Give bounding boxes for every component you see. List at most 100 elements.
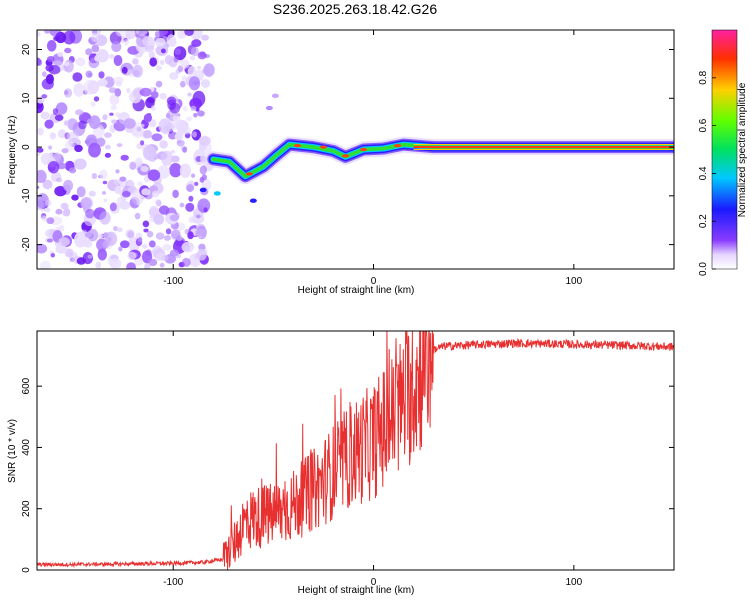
noise-blob xyxy=(180,80,186,88)
noise-blob xyxy=(50,253,55,258)
noise-blob xyxy=(160,48,166,54)
noise-blob xyxy=(58,225,65,232)
noise-blob xyxy=(80,197,92,210)
noise-blob xyxy=(177,30,187,39)
signal-hot-spot xyxy=(293,143,301,148)
noise-blob xyxy=(37,185,40,189)
noise-blob xyxy=(98,233,103,240)
bottom-x-axis: -100 0 100 xyxy=(163,331,583,588)
signal-hot-spot xyxy=(360,147,368,152)
noise-blob xyxy=(105,144,111,150)
noise-blob xyxy=(201,34,210,41)
noise-blob xyxy=(41,215,47,222)
noise-blob xyxy=(135,30,148,36)
noise-blob xyxy=(109,54,115,59)
noise-blob xyxy=(58,188,64,193)
noise-blob xyxy=(64,61,70,67)
noise-blob xyxy=(90,101,96,107)
noise-blob xyxy=(115,169,120,174)
noise-blob xyxy=(169,163,182,178)
noise-blob xyxy=(155,232,165,240)
noise-blob xyxy=(143,129,153,139)
noise-blob xyxy=(140,140,145,146)
noise-blob xyxy=(182,146,188,153)
colorbar-gradient xyxy=(711,29,738,270)
noise-blob xyxy=(184,30,194,36)
noise-blob xyxy=(37,147,44,153)
bottom-x-axis-label: Height of straight line (km) xyxy=(298,585,415,596)
noise-blob xyxy=(174,133,183,141)
noise-blob xyxy=(109,112,114,116)
noise-blob xyxy=(63,59,74,73)
noise-blob xyxy=(115,80,122,87)
bottom-x-tick-label: -100 xyxy=(163,577,183,588)
top-y-tick-label: -10 xyxy=(21,188,32,203)
noise-blob xyxy=(198,243,206,251)
colorbar-tick-label: 0.6 xyxy=(698,118,709,132)
noise-blob xyxy=(110,104,118,111)
noise-blob xyxy=(64,248,74,258)
noise-blob xyxy=(114,88,122,97)
noise-blob xyxy=(132,64,143,78)
noise-blob xyxy=(134,157,143,168)
noise-blob xyxy=(113,55,123,66)
noise-blob xyxy=(49,132,57,140)
noise-blob xyxy=(199,165,207,175)
noise-blob xyxy=(116,143,123,148)
noise-blob xyxy=(64,139,75,152)
noise-blob xyxy=(98,71,105,79)
noise-blob xyxy=(151,190,160,198)
noise-blob xyxy=(99,169,108,180)
noise-blob xyxy=(188,195,194,202)
signal-track xyxy=(199,93,674,203)
noise-blob xyxy=(129,161,137,170)
noise-blob xyxy=(74,231,88,248)
noise-blob xyxy=(61,148,69,154)
noise-blob xyxy=(123,39,130,46)
top-x-tick-label: 100 xyxy=(565,276,582,287)
noise-blob xyxy=(118,246,123,252)
noise-blob xyxy=(186,184,195,193)
noise-blob xyxy=(200,79,211,88)
noise-blob xyxy=(166,34,177,47)
noise-blob xyxy=(181,257,191,267)
noise-blob xyxy=(76,257,86,265)
noise-blob xyxy=(138,236,143,243)
noise-blob xyxy=(160,59,165,65)
noise-blob xyxy=(115,30,126,37)
noise-blob xyxy=(174,48,181,55)
noise-blob xyxy=(55,102,68,115)
top-x-axis-label: Height of straight line (km) xyxy=(298,285,415,296)
noise-blob xyxy=(140,165,149,172)
noise-blob xyxy=(163,235,171,241)
noise-blob xyxy=(200,155,207,162)
noise-blob xyxy=(179,202,185,208)
noise-blob xyxy=(123,118,136,129)
noise-blob xyxy=(55,208,63,215)
top-y-tick-label: -20 xyxy=(21,237,32,252)
noise-blob xyxy=(157,165,170,179)
noise-blob xyxy=(142,220,150,228)
noise-blob xyxy=(99,211,111,225)
colorbar-tick-label: 0.4 xyxy=(698,166,709,180)
noise-blob xyxy=(197,110,205,117)
noise-blob xyxy=(158,118,172,134)
bottom-x-tick-label: 0 xyxy=(371,577,377,588)
noise-blob xyxy=(111,119,117,124)
noise-blob xyxy=(148,205,159,219)
bottom-y-tick-label: 400 xyxy=(21,439,32,456)
noise-blob xyxy=(170,150,176,154)
noise-blob xyxy=(109,258,122,269)
noise-blob xyxy=(197,65,202,70)
noise-blob xyxy=(93,96,100,102)
noise-blob xyxy=(91,173,98,179)
noise-blob xyxy=(169,214,180,222)
noise-blob xyxy=(151,133,163,142)
noise-blob xyxy=(189,55,196,61)
noise-blob xyxy=(161,254,169,261)
noise-blob xyxy=(196,214,201,219)
noise-blob xyxy=(44,30,51,34)
noise-blob xyxy=(139,87,152,97)
top-x-tick-label: -100 xyxy=(163,276,183,287)
